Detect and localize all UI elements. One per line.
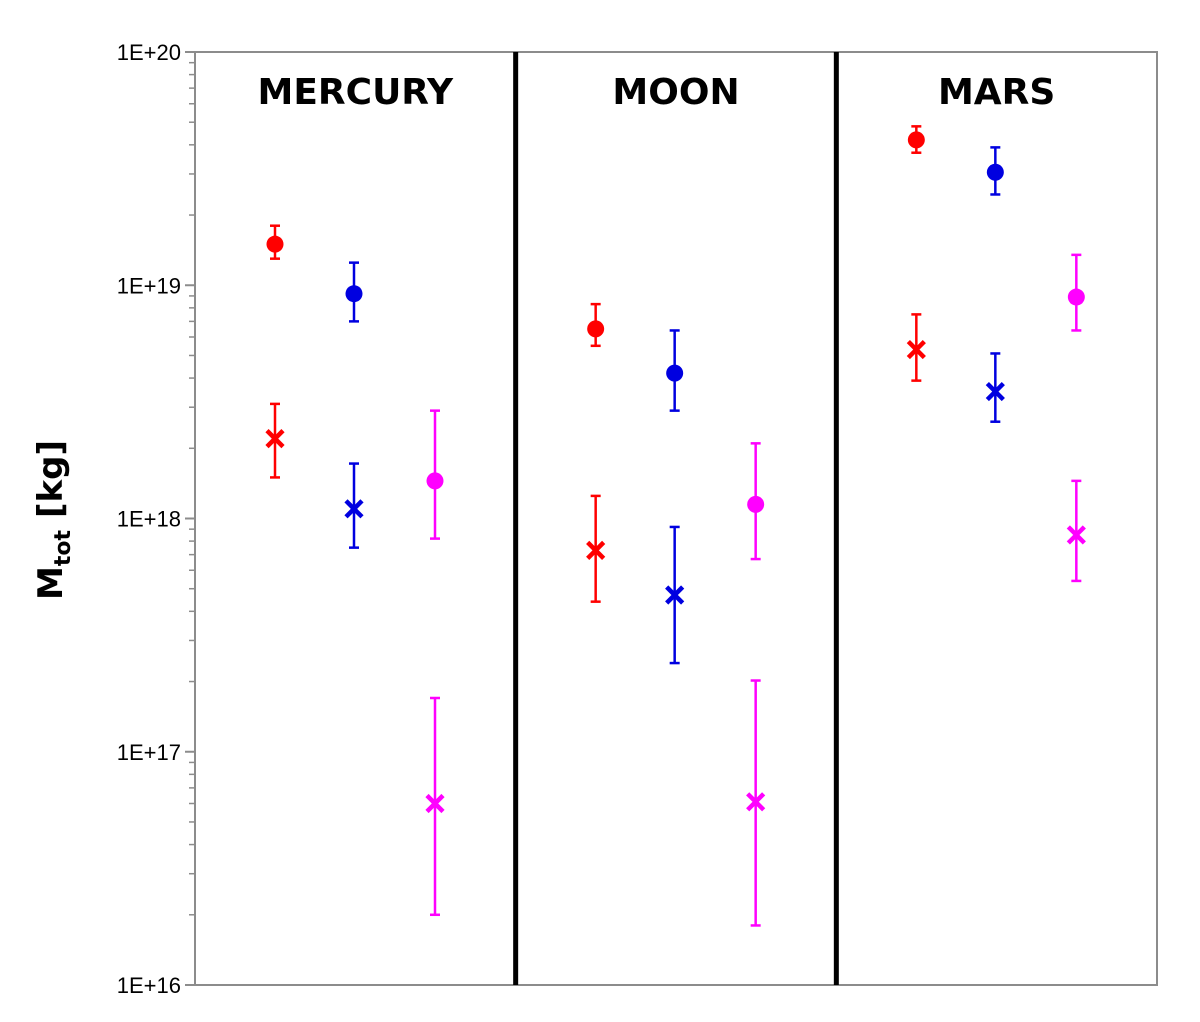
y-axis-label-unit: [kg]: [31, 440, 71, 518]
y-tick-label: 1E+16: [117, 973, 181, 998]
y-axis-label: Mtot [kg]: [31, 440, 76, 600]
data-point-circle: [587, 320, 605, 338]
series-3: [344, 352, 1005, 665]
y-tick-label: 1E+18: [117, 507, 181, 532]
x-marker-stroke: [906, 339, 926, 360]
series-1: [265, 313, 926, 603]
series-0: [266, 125, 925, 348]
x-marker-stroke: [425, 793, 445, 814]
data-point-x: [425, 793, 445, 814]
error-bar: [990, 352, 1001, 423]
plot-frame: [194, 51, 1158, 986]
data-point-x: [906, 339, 926, 360]
error-bar: [349, 462, 359, 549]
data-point-x: [746, 792, 766, 812]
series-2: [345, 146, 1004, 412]
panel-labels: MERCURY MOON MARS: [258, 72, 1056, 113]
panel-label-mercury: MERCURY: [258, 72, 455, 113]
axes: 1E+20 1E+19 1E+18 1E+17 1E+16: [117, 40, 1158, 998]
panel-label-mars: MARS: [938, 72, 1055, 113]
y-tick-label: 1E+19: [117, 273, 181, 298]
x-marker-stroke: [665, 585, 685, 605]
y-tick-label: 1E+20: [117, 40, 181, 65]
x-marker-stroke: [344, 499, 364, 519]
x-marker-stroke: [586, 540, 606, 560]
data-point-x: [344, 499, 364, 519]
data-point-x: [265, 429, 285, 449]
data-point-circle: [666, 364, 684, 382]
x-marker-stroke: [746, 792, 766, 812]
x-marker-stroke: [985, 382, 1005, 402]
data-marks: [265, 125, 1086, 927]
panel-label-moon: MOON: [612, 72, 739, 113]
data-point-x: [1066, 525, 1086, 545]
series-5: [425, 479, 1086, 927]
error-bar: [1071, 479, 1082, 583]
y-tick-label: 1E+17: [117, 740, 181, 765]
data-point-circle: [266, 235, 284, 253]
x-marker-stroke: [265, 429, 285, 449]
data-point-circle: [986, 163, 1004, 181]
data-point-x: [985, 382, 1005, 402]
y-axis-label-main: M: [31, 566, 71, 600]
svg-text:Mtot[kg]: Mtot [kg]: [31, 440, 76, 600]
data-point-circle: [747, 495, 765, 513]
data-point-circle: [907, 131, 925, 149]
data-point-circle: [1067, 288, 1085, 306]
data-point-circle: [345, 285, 363, 303]
series-4: [426, 253, 1085, 561]
y-axis-label-sub: tot: [51, 530, 76, 567]
data-point-x: [586, 540, 606, 560]
data-point-circle: [426, 472, 444, 490]
data-point-x: [665, 585, 685, 605]
x-marker-stroke: [1066, 525, 1086, 545]
